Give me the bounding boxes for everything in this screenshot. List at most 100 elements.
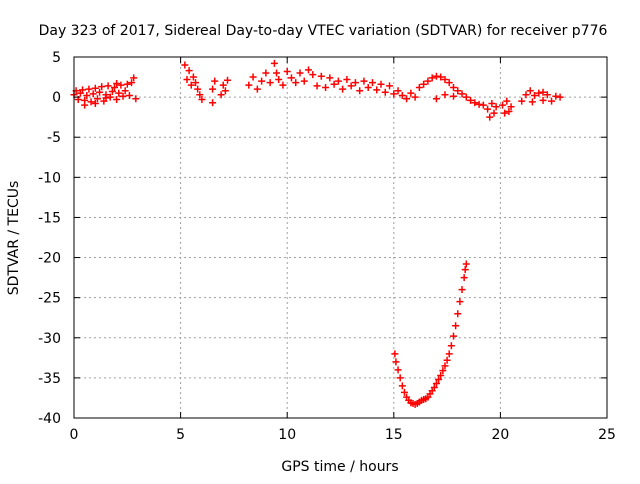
data-point-marker [458, 90, 466, 98]
data-point-marker [364, 83, 372, 91]
data-point-marker [111, 83, 119, 91]
y-tick-label: 0 [52, 90, 61, 106]
data-points [70, 59, 564, 408]
x-tick-label: 25 [598, 427, 616, 443]
data-point-marker [266, 79, 274, 87]
data-point-marker [501, 109, 509, 117]
data-point-marker [386, 82, 394, 90]
data-point-marker [356, 87, 364, 95]
chart-title: Day 323 of 2017, Sidereal Day-to-day VTE… [39, 23, 608, 39]
data-point-marker [115, 89, 123, 97]
data-point-marker [543, 91, 551, 99]
data-point-marker [377, 80, 385, 88]
x-tick-label: 5 [176, 427, 185, 443]
data-point-marker [415, 83, 423, 91]
data-point-marker [467, 96, 475, 104]
data-point-marker [96, 88, 104, 96]
data-point-marker [132, 95, 140, 103]
data-point-marker [104, 82, 112, 90]
data-point-marker [93, 95, 101, 103]
data-point-marker [531, 92, 539, 100]
data-point-marker [85, 85, 93, 93]
data-point-marker [499, 101, 507, 109]
data-point-marker [125, 92, 133, 100]
data-point-marker [347, 82, 355, 90]
data-point-marker [503, 97, 511, 105]
y-tick-label: -25 [38, 291, 61, 307]
data-point-marker [539, 96, 547, 104]
plot-frame [73, 56, 608, 419]
data-point-marker [322, 83, 330, 91]
data-point-marker [420, 80, 428, 88]
data-point-marker [181, 61, 189, 69]
data-point-marker [253, 85, 261, 93]
data-point-marker [458, 286, 466, 294]
data-point-marker [123, 80, 131, 88]
data-point-marker [287, 74, 295, 82]
data-point-marker [183, 75, 191, 83]
y-tick-label: -40 [38, 411, 61, 427]
data-point-marker [526, 87, 534, 95]
data-point-marker [296, 69, 304, 77]
data-point-marker [343, 75, 351, 83]
data-point-marker [87, 98, 95, 106]
data-point-marker [351, 79, 359, 87]
data-point-marker [326, 74, 334, 82]
data-point-marker [528, 98, 536, 106]
data-point-marker [381, 88, 389, 96]
data-point-marker [283, 67, 291, 75]
x-tick-label: 0 [70, 427, 79, 443]
data-point-marker [437, 73, 445, 81]
axis-ticks [73, 56, 608, 419]
data-point-marker [119, 92, 127, 100]
data-point-marker [106, 93, 114, 101]
data-point-marker [492, 103, 500, 111]
data-point-marker [539, 88, 547, 96]
data-point-marker [449, 332, 457, 340]
data-point-marker [400, 388, 408, 396]
data-point-marker [108, 87, 116, 95]
data-point-marker [398, 92, 406, 100]
data-point-marker [456, 298, 464, 306]
data-point-marker [411, 93, 419, 101]
data-point-marker [518, 97, 526, 105]
y-tick-label: -30 [38, 331, 61, 347]
data-point-marker [292, 79, 300, 87]
data-point-marker [275, 75, 283, 83]
data-point-marker [113, 96, 121, 104]
data-point-marker [279, 81, 287, 89]
data-point-marker [454, 310, 462, 318]
data-point-marker [424, 77, 432, 85]
data-point-marker [441, 91, 449, 99]
data-point-marker [128, 79, 136, 87]
data-point-marker [394, 366, 402, 374]
data-point-marker [398, 382, 406, 390]
data-point-marker [258, 77, 266, 85]
data-point-marker [368, 79, 376, 87]
y-axis-label: SDTVAR / TECUs [6, 181, 22, 296]
data-point-marker [391, 350, 399, 358]
grid-lines [74, 57, 607, 418]
data-point-marker [211, 77, 219, 85]
data-point-marker [91, 84, 99, 92]
data-point-marker [117, 81, 125, 89]
x-axis-label: GPS time / hours [281, 459, 398, 475]
data-point-marker [488, 100, 496, 108]
data-point-marker [196, 91, 204, 99]
data-point-marker [121, 87, 129, 95]
data-point-marker [113, 79, 121, 87]
data-point-marker [443, 356, 451, 364]
data-point-marker [305, 66, 313, 74]
data-point-marker [300, 77, 308, 85]
data-point-marker [224, 76, 232, 84]
data-point-marker [445, 79, 453, 87]
data-point-marker [471, 99, 479, 107]
data-point-marker [432, 380, 440, 388]
data-point-marker [194, 85, 202, 93]
data-point-marker [360, 77, 368, 85]
data-point-marker [330, 80, 338, 88]
data-point-marker [98, 83, 106, 91]
y-tick-label: 5 [52, 50, 61, 66]
